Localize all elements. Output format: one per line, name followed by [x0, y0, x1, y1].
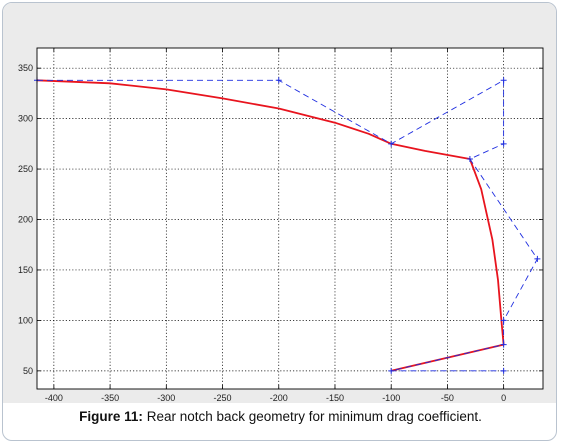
control-point-3 — [500, 77, 507, 84]
axes-box — [36, 47, 544, 390]
control-point-9 — [388, 367, 395, 374]
control-point-7 — [500, 317, 507, 324]
x-tick-label-0: -400 — [45, 393, 63, 403]
control-point-1 — [275, 77, 282, 84]
curve-line — [36, 79, 505, 372]
y-tick-label-4: 250 — [18, 164, 33, 174]
y-tick-label-0: 50 — [23, 366, 33, 376]
y-tick-label-1: 100 — [18, 315, 33, 325]
control-point-8 — [500, 341, 507, 348]
caption-label: Figure 11: — [79, 409, 143, 424]
control-point-2 — [388, 140, 395, 147]
y-tick-label-3: 200 — [18, 215, 33, 225]
plot-area: -400 -350 -300 -250 -200 -150 -100 -50 0 50 100 150… — [3, 3, 556, 403]
y-tick-label-2: 150 — [18, 265, 33, 275]
figure-caption: Figure 11: Rear notch back geometry for … — [3, 409, 556, 424]
x-tick-label-2: -300 — [157, 393, 175, 403]
x-tick-label-3: -250 — [214, 393, 232, 403]
y-tick-label-6: 350 — [18, 63, 33, 73]
control-point-10 — [500, 367, 507, 374]
chart-svg: -400 -350 -300 -250 -200 -150 -100 -50 0 50 100 150… — [18, 47, 544, 403]
x-tick-label-7: -50 — [441, 393, 454, 403]
figure-frame: -400 -350 -300 -250 -200 -150 -100 -50 0 50 100 150… — [2, 2, 557, 441]
control-point-5 — [466, 155, 473, 162]
x-tick-label-8: 0 — [501, 393, 506, 403]
x-tick-label-1: -350 — [101, 393, 119, 403]
y-tick-label-5: 300 — [18, 114, 33, 124]
axes-background — [37, 48, 543, 389]
control-point-4 — [500, 140, 507, 147]
x-tick-label-5: -150 — [326, 393, 344, 403]
control-point-6 — [534, 255, 541, 262]
x-tick-label-6: -100 — [382, 393, 400, 403]
caption-text: Rear notch back geometry for minimum dra… — [142, 409, 482, 424]
x-tick-label-4: -200 — [270, 393, 288, 403]
